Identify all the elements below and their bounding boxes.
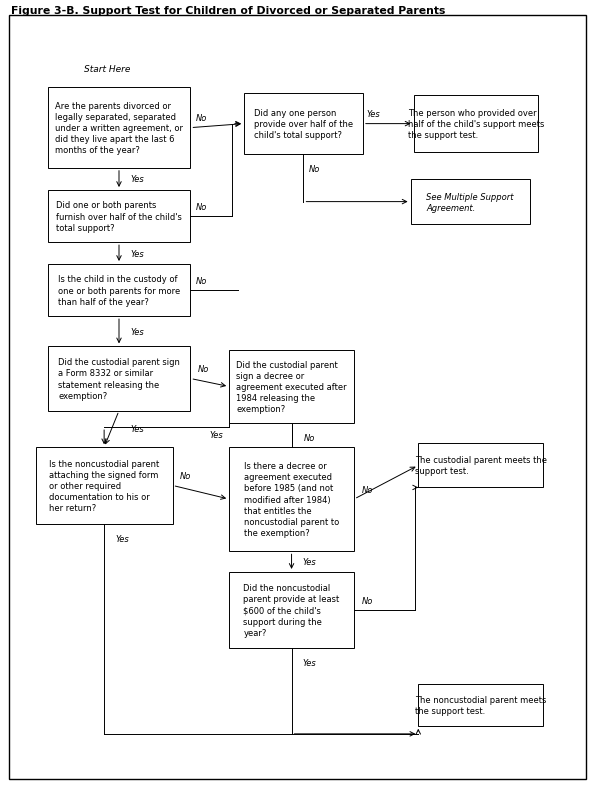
Text: Start Here: Start Here <box>84 65 130 74</box>
Text: No: No <box>308 165 320 173</box>
Text: No: No <box>195 202 207 212</box>
FancyBboxPatch shape <box>411 180 530 224</box>
FancyBboxPatch shape <box>48 347 190 411</box>
FancyBboxPatch shape <box>418 443 543 488</box>
Text: Yes: Yes <box>302 658 317 667</box>
Text: Yes: Yes <box>115 534 129 543</box>
Text: Did one or both parents
furnish over half of the child's
total support?: Did one or both parents furnish over hal… <box>56 202 182 232</box>
FancyBboxPatch shape <box>9 16 586 779</box>
Text: No: No <box>180 471 192 481</box>
Text: Yes: Yes <box>130 425 144 434</box>
Text: See Multiple Support
Agreement.: See Multiple Support Agreement. <box>426 193 514 212</box>
Text: Yes: Yes <box>130 175 144 184</box>
Text: Did the noncustodial
parent provide at least
$600 of the child's
support during : Did the noncustodial parent provide at l… <box>243 584 340 637</box>
Text: Yes: Yes <box>209 430 223 440</box>
Text: Yes: Yes <box>130 249 144 259</box>
FancyBboxPatch shape <box>36 448 173 524</box>
Text: The noncustodial parent meets
the support test.: The noncustodial parent meets the suppor… <box>415 695 546 715</box>
Text: No: No <box>195 276 207 286</box>
Text: Did any one person
provide over half of the
child's total support?: Did any one person provide over half of … <box>254 109 353 140</box>
Text: Did the custodial parent sign
a Form 8332 or similar
statement releasing the
exe: Did the custodial parent sign a Form 833… <box>58 358 180 400</box>
Text: No: No <box>303 433 315 442</box>
FancyBboxPatch shape <box>229 447 354 552</box>
Text: The custodial parent meets the
support test.: The custodial parent meets the support t… <box>415 456 547 475</box>
Text: Yes: Yes <box>302 557 317 566</box>
Text: Figure 3-B. Support Test for Children of Divorced or Separated Parents: Figure 3-B. Support Test for Children of… <box>11 6 445 16</box>
Text: No: No <box>361 485 373 495</box>
Text: Is there a decree or
agreement executed
before 1985 (and not
modified after 1984: Is there a decree or agreement executed … <box>244 462 339 537</box>
Text: Yes: Yes <box>130 328 144 336</box>
FancyBboxPatch shape <box>414 96 538 153</box>
Text: No: No <box>198 364 209 373</box>
Text: Is the noncustodial parent
attaching the signed form
or other required
documenta: Is the noncustodial parent attaching the… <box>49 459 159 512</box>
FancyBboxPatch shape <box>48 88 190 169</box>
Text: No: No <box>361 596 373 605</box>
Text: The person who provided over
half of the child's support meets
the support test.: The person who provided over half of the… <box>408 109 544 140</box>
FancyBboxPatch shape <box>229 572 354 649</box>
FancyBboxPatch shape <box>229 351 354 423</box>
FancyBboxPatch shape <box>418 684 543 726</box>
Text: Did the custodial parent
sign a decree or
agreement executed after
1984 releasin: Did the custodial parent sign a decree o… <box>236 361 347 414</box>
FancyBboxPatch shape <box>48 191 190 243</box>
FancyBboxPatch shape <box>244 95 363 154</box>
Text: No: No <box>195 113 207 123</box>
FancyBboxPatch shape <box>48 264 190 316</box>
Text: Yes: Yes <box>367 109 381 119</box>
Text: Is the child in the custody of
one or both parents for more
than half of the yea: Is the child in the custody of one or bo… <box>58 275 180 306</box>
Text: Are the parents divorced or
legally separated, separated
under a written agreeme: Are the parents divorced or legally sepa… <box>55 102 183 155</box>
